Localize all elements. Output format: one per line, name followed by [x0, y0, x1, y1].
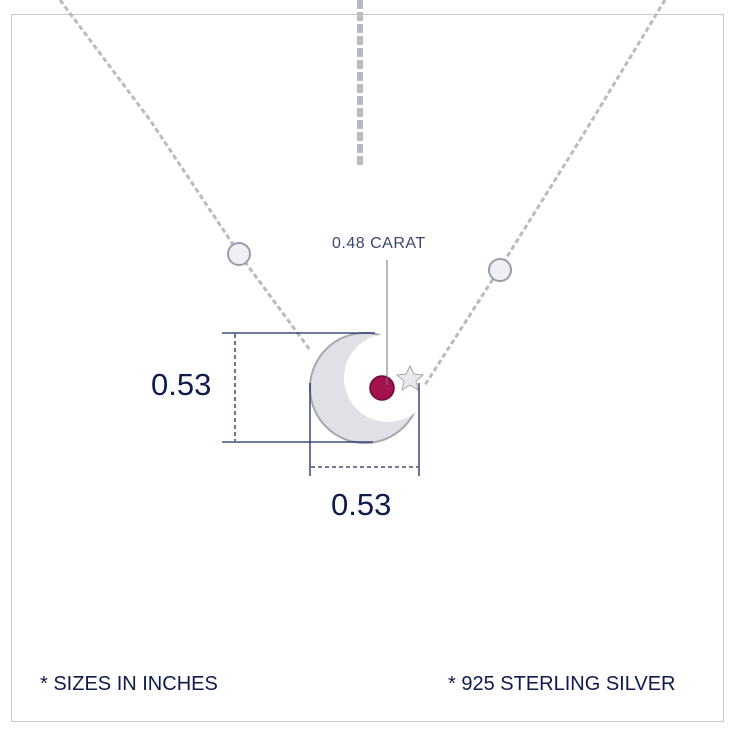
- star-charm: [395, 364, 425, 392]
- side-stone-right: [488, 258, 512, 282]
- chain: [58, 0, 667, 386]
- chain-left: [58, 0, 312, 351]
- side-stone-left: [227, 242, 251, 266]
- ruby-stone: [369, 375, 395, 401]
- chain-right: [423, 0, 667, 386]
- sizes-note: * SIZES IN INCHES: [40, 673, 218, 695]
- material-note: * 925 STERLING SILVER: [448, 673, 676, 695]
- stone-weight-label: 0.48 CARAT: [332, 235, 426, 252]
- dimension-lines: [222, 332, 420, 476]
- height-dimension-label: 0.53: [151, 367, 212, 402]
- width-dimension-label: 0.53: [331, 487, 392, 522]
- image-frame: [11, 14, 724, 722]
